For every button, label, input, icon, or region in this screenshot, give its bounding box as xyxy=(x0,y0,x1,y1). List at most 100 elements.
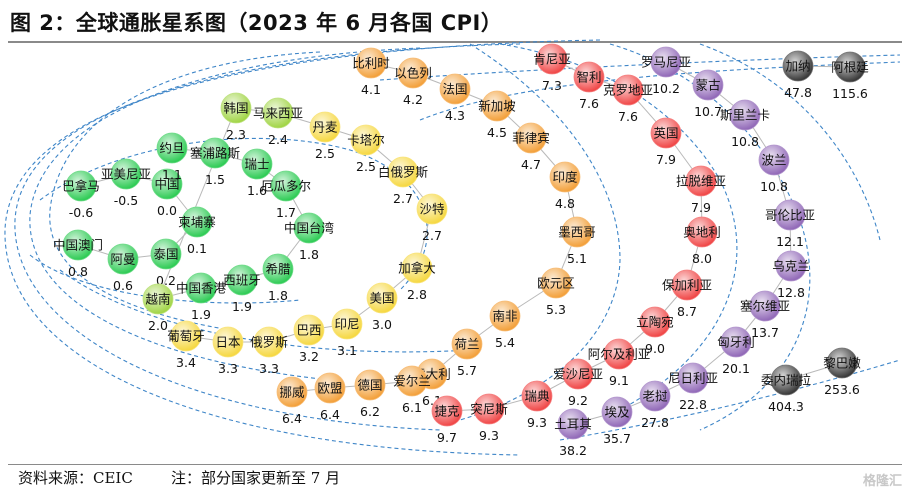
country-label: 加纳 xyxy=(785,59,810,74)
country-bubble xyxy=(685,165,717,197)
country-point: 罗马尼亚 10.2 xyxy=(641,46,691,96)
chart-marks: 巴拿马-0.6亚美尼亚-0.5中国0.0柬埔寨0.1泰国0.2阿曼0.6中国澳门… xyxy=(53,43,869,458)
country-point: 俄罗斯 3.3 xyxy=(250,326,288,376)
country-label: 日本 xyxy=(215,335,241,350)
country-bubble xyxy=(387,156,419,188)
cpi-value-label: 22.8 xyxy=(679,397,707,412)
country-bubble xyxy=(826,347,858,379)
cpi-value-label: 1.6 xyxy=(247,183,267,198)
country-bubble xyxy=(212,326,244,358)
country-label: 乌克兰 xyxy=(772,259,810,274)
orbit-line xyxy=(29,254,301,304)
cpi-value-label: 10.7 xyxy=(694,104,722,119)
country-point: 沙特 2.7 xyxy=(416,193,448,243)
country-bubble xyxy=(650,117,682,149)
country-point: 捷克 9.7 xyxy=(431,395,463,445)
country-label: 新加坡 xyxy=(478,99,516,114)
country-point: 亚美尼亚 -0.5 xyxy=(101,158,151,208)
country-point: 乌克兰 12.8 xyxy=(772,250,810,300)
country-point: 匈牙利 20.1 xyxy=(717,326,755,376)
cpi-value-label: 13.7 xyxy=(751,325,779,340)
country-point: 瑞典 9.3 xyxy=(521,380,553,430)
country-bubble xyxy=(262,253,294,285)
country-point: 墨西哥 5.1 xyxy=(558,216,596,266)
cpi-value-label: 4.3 xyxy=(445,108,465,123)
cpi-value-label: 9.7 xyxy=(437,430,457,445)
cpi-value-label: 7.9 xyxy=(656,152,676,167)
cpi-value-label: 4.2 xyxy=(403,92,423,107)
cpi-value-label: 10.8 xyxy=(731,134,759,149)
country-point: 日本 3.3 xyxy=(212,326,244,376)
country-point: 希腊 1.8 xyxy=(262,253,294,303)
country-point: 西班牙 1.9 xyxy=(223,264,261,314)
country-bubble xyxy=(481,90,513,122)
country-bubble xyxy=(226,264,258,296)
country-bubble xyxy=(65,170,97,202)
country-bubble xyxy=(293,212,325,244)
cpi-value-label: 6.1 xyxy=(402,400,422,415)
country-bubble xyxy=(355,47,387,79)
country-point: 韩国 2.3 xyxy=(220,92,252,142)
country-bubble xyxy=(241,148,273,180)
country-point: 土耳其 38.2 xyxy=(554,408,592,458)
country-bubble xyxy=(150,238,182,270)
country-bubble xyxy=(142,283,174,315)
country-point: 智利 7.6 xyxy=(573,61,605,111)
country-bubble xyxy=(601,396,633,428)
country-point: 克罗地亚 7.6 xyxy=(603,74,653,124)
orbit-line xyxy=(14,43,521,431)
country-bubble xyxy=(562,358,594,390)
country-label: 保加利亚 xyxy=(662,278,712,293)
country-label: 印尼 xyxy=(334,317,359,332)
country-label: 奥地利 xyxy=(683,225,721,240)
country-label: 沙特 xyxy=(419,202,444,217)
country-label: 丹麦 xyxy=(312,120,338,135)
country-point: 波兰 10.8 xyxy=(758,144,790,194)
country-label: 匈牙利 xyxy=(717,335,755,350)
country-point: 比利时 4.1 xyxy=(352,47,390,97)
cpi-value-label: 404.3 xyxy=(768,399,804,414)
country-label: 突尼斯 xyxy=(470,402,508,417)
country-bubble xyxy=(262,97,294,129)
title-rule xyxy=(8,41,902,43)
country-point: 肯尼亚 7.3 xyxy=(533,43,571,93)
country-label: 蒙古 xyxy=(695,78,720,93)
country-label: 美国 xyxy=(369,291,394,306)
cpi-value-label: 4.1 xyxy=(361,82,381,97)
country-bubble xyxy=(293,314,325,346)
country-label: 斯里兰卡 xyxy=(720,108,770,123)
country-point: 印尼 3.1 xyxy=(331,308,363,358)
cpi-value-label: 2.7 xyxy=(422,228,442,243)
country-point: 马来西亚 2.4 xyxy=(253,97,303,147)
country-label: 泰国 xyxy=(153,247,178,262)
country-point: 阿尔及利亚 9.1 xyxy=(588,338,650,388)
country-bubble xyxy=(314,372,346,404)
cpi-value-label: 0.0 xyxy=(157,203,177,218)
country-bubble xyxy=(401,252,433,284)
country-point: 南非 5.4 xyxy=(489,300,521,350)
cpi-value-label: 12.8 xyxy=(777,285,805,300)
orbit-line xyxy=(699,43,881,241)
country-label: 立陶宛 xyxy=(636,315,674,330)
country-bubble xyxy=(549,161,581,193)
country-label: 中国 xyxy=(154,177,179,192)
country-point: 塞尔维亚 13.7 xyxy=(740,290,790,340)
country-point: 欧元区 5.3 xyxy=(537,267,575,317)
cpi-value-label: 1.9 xyxy=(191,307,211,322)
cpi-value-label: 7.6 xyxy=(618,109,638,124)
country-label: 中国香港 xyxy=(176,281,227,296)
cpi-value-label: 4.7 xyxy=(521,157,541,172)
country-point: 葡萄牙 3.4 xyxy=(167,320,205,370)
chart-title: 图 2：全球通胀星系图（2023 年 6 月各国 CPI） xyxy=(10,11,503,35)
country-bubble xyxy=(557,408,589,440)
country-bubble xyxy=(775,250,807,282)
country-bubble xyxy=(331,308,363,340)
cpi-value-label: 5.4 xyxy=(495,335,515,350)
country-point: 欧盟 6.4 xyxy=(314,372,346,422)
country-label: 巴西 xyxy=(296,323,321,338)
cpi-value-label: 2.4 xyxy=(268,132,288,147)
country-bubble xyxy=(110,158,142,190)
cpi-value-label: 7.9 xyxy=(691,200,711,215)
cpi-value-label: 0.8 xyxy=(68,264,88,279)
country-bubble xyxy=(309,111,341,143)
